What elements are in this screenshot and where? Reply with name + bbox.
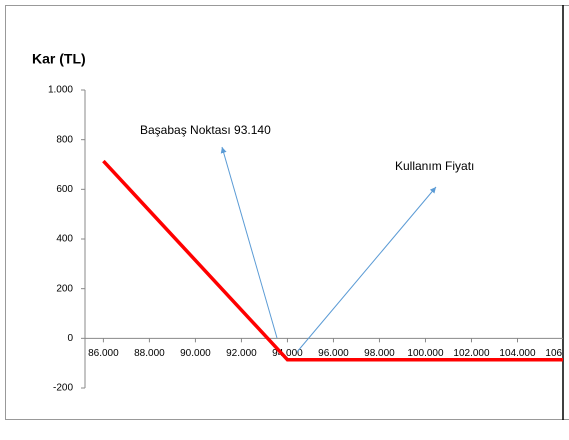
y-tick-label: 200 [56, 283, 73, 294]
x-tick-label: 94.000 [272, 348, 303, 359]
x-tick-label: 86.000 [88, 348, 119, 359]
arrow [220, 146, 278, 339]
series-line [102, 159, 563, 362]
frame [5, 5, 569, 420]
plot: -200 0 200 400 600 800 1.000 86.000 88.000 90.000… [48, 85, 569, 394]
y-tick-label: 0 [67, 333, 73, 344]
x-tick-label: 92.000 [226, 348, 257, 359]
y-tick-label: 1.000 [48, 85, 73, 96]
annotation: Başabaş Noktası 93.140 [140, 123, 271, 137]
y-tick-label: 800 [56, 134, 73, 145]
x-tick-label: 88.000 [134, 348, 165, 359]
arrow [296, 186, 437, 353]
x-tick-label: 104.000 [499, 348, 536, 359]
x-tick-label: 98.000 [364, 348, 395, 359]
y-tick-label: 600 [56, 184, 73, 195]
chart-title: Kar (TL) [32, 51, 86, 67]
x-tick-label: 100.000 [407, 348, 444, 359]
x-tick-label: 90.000 [180, 348, 211, 359]
y-tick-label: 400 [56, 234, 73, 245]
x-tick-label: 96.000 [318, 348, 349, 359]
y-tick-label: -200 [53, 383, 73, 394]
x-tick-label: 102.000 [453, 348, 490, 359]
annotation: Kullanım Fiyatı [395, 159, 474, 173]
x-tick-label: 106.000 [545, 348, 569, 359]
